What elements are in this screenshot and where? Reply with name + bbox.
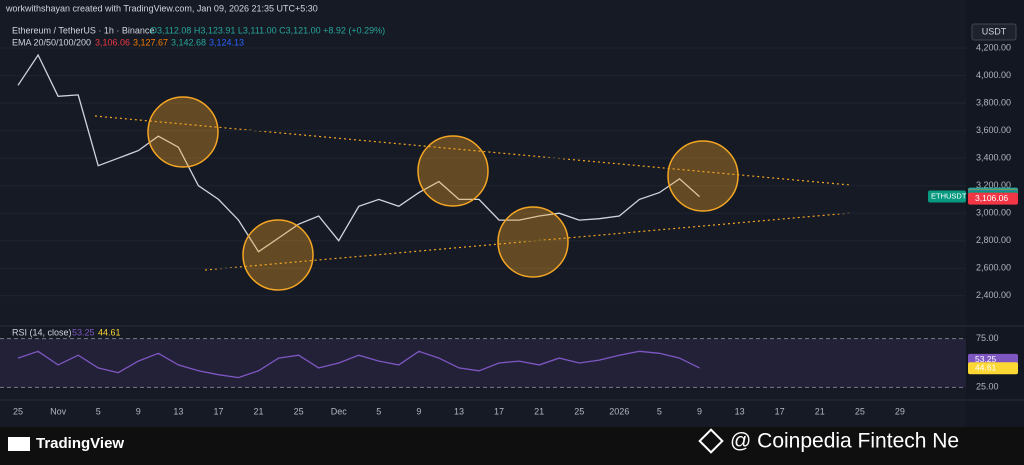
x-tick-label: 5 bbox=[96, 406, 101, 416]
upper-trendline bbox=[94, 115, 851, 186]
y-tick-label: 3,600.00 bbox=[976, 125, 1011, 135]
x-tick-label: 9 bbox=[136, 406, 141, 416]
y-tick-label: 3,000.00 bbox=[976, 208, 1011, 218]
y-tick-label: 2,400.00 bbox=[976, 290, 1011, 300]
x-tick-label: 5 bbox=[657, 406, 662, 416]
y-tick-label: 75.00 bbox=[976, 333, 999, 343]
circle bbox=[667, 140, 739, 212]
circle bbox=[147, 96, 219, 168]
x-tick-label: 17 bbox=[775, 406, 785, 416]
x-tick-label: 5 bbox=[376, 406, 381, 416]
ema-value: 3,124.13 bbox=[209, 37, 244, 47]
price-tag-box bbox=[968, 192, 1018, 205]
price-tag-label: 3,106.06 bbox=[975, 193, 1008, 203]
x-tick-label: 25 bbox=[294, 406, 304, 416]
x-tick-label: 17 bbox=[213, 406, 223, 416]
x-tick-label: 13 bbox=[173, 406, 183, 416]
circle bbox=[242, 219, 314, 291]
brand: TradingView bbox=[36, 435, 124, 452]
footer: TradingView @ Coinpedia Fintech Ne bbox=[8, 428, 959, 454]
circle bbox=[497, 206, 569, 278]
x-tick-label: 25 bbox=[574, 406, 584, 416]
x-tick-label: 21 bbox=[815, 406, 825, 416]
symbol-tag-box bbox=[928, 190, 966, 203]
x-tick-label: 13 bbox=[454, 406, 464, 416]
y-tick-label: 25.00 bbox=[976, 382, 999, 392]
price-tag-box bbox=[968, 362, 1018, 375]
symbol-tag-label: ETHUSDT bbox=[931, 192, 967, 201]
y-tick-label: 4,200.00 bbox=[976, 43, 1011, 53]
x-tick-label: 2026 bbox=[609, 406, 629, 416]
watermark-icon bbox=[698, 428, 724, 454]
rsi-ma-value: 44.61 bbox=[98, 327, 121, 337]
circle bbox=[417, 135, 489, 207]
y-tick-label: 3,800.00 bbox=[976, 98, 1011, 108]
x-tick-label: Nov bbox=[50, 406, 67, 416]
rsi-band bbox=[0, 338, 966, 388]
author-line: workwithshayan created with TradingView.… bbox=[5, 3, 318, 13]
ohlc-line: O3,112.08 H3,123.91 L3,111.00 C3,121.00 … bbox=[150, 25, 385, 35]
y-tick-label: 2,600.00 bbox=[976, 263, 1011, 273]
x-tick-label: 29 bbox=[895, 406, 905, 416]
y-tick-label: 3,400.00 bbox=[976, 153, 1011, 163]
price-tag-label: 53.25 bbox=[975, 354, 997, 364]
x-tick-label: 25 bbox=[855, 406, 865, 416]
ema-value: 3,106.06 bbox=[95, 37, 130, 47]
y-tick-label: 2,800.00 bbox=[976, 235, 1011, 245]
rsi-label: RSI (14, close) bbox=[12, 327, 72, 337]
currency-button[interactable] bbox=[971, 23, 1017, 41]
x-tick-label: 21 bbox=[254, 406, 264, 416]
rsi-value: 53.25 bbox=[72, 327, 95, 337]
x-tick-label: 13 bbox=[735, 406, 745, 416]
symbol-line: Ethereum / TetherUS · 1h · Binance bbox=[12, 25, 154, 35]
x-tick-label: Dec bbox=[331, 406, 348, 416]
x-tick-label: 21 bbox=[534, 406, 544, 416]
price-line bbox=[17, 53, 700, 253]
y-tick-label: 4,000.00 bbox=[976, 70, 1011, 80]
price-tag: 3,106.06 bbox=[968, 192, 1018, 205]
price-tag-label: 44.61 bbox=[975, 362, 997, 372]
y-tick-label: 3,200.00 bbox=[976, 180, 1011, 190]
ema-label: EMA 20/50/100/200 bbox=[12, 37, 91, 47]
x-tick-label: 17 bbox=[494, 406, 504, 416]
rsi-line bbox=[17, 350, 700, 379]
highlight-circles bbox=[147, 96, 739, 291]
currency-label[interactable]: USDT bbox=[982, 26, 1007, 36]
ema-value: 3,142.68 bbox=[171, 37, 206, 47]
x-tick-label: 9 bbox=[697, 406, 702, 416]
watermark: @ Coinpedia Fintech Ne bbox=[730, 430, 959, 453]
x-tick-label: 9 bbox=[416, 406, 421, 416]
price-tag: 44.61 bbox=[968, 362, 1018, 375]
x-tick-label: 25 bbox=[13, 406, 23, 416]
brand-logo bbox=[8, 437, 30, 451]
ema-value: 3,127.67 bbox=[133, 37, 168, 47]
